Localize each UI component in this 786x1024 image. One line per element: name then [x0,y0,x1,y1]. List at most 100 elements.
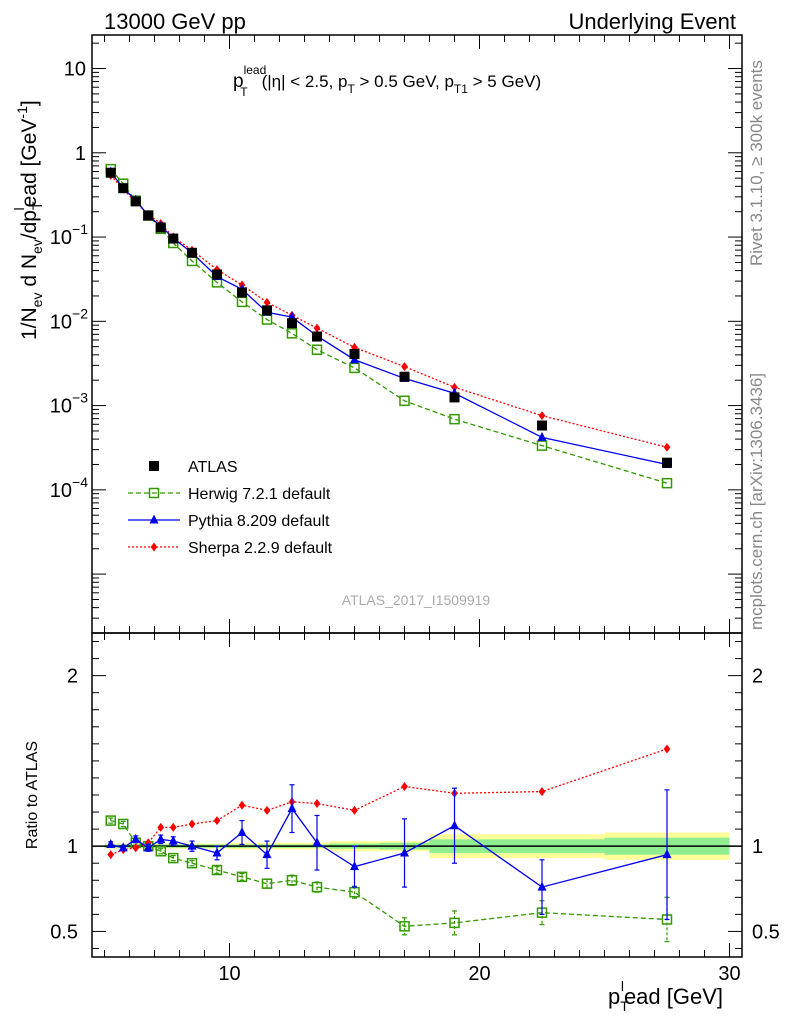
ratio-y-tick-label-right: 1 [752,836,763,858]
title-sub1: T [347,82,355,96]
marker-open-square [168,852,179,864]
main-series-atlas [105,167,672,468]
marker-square [262,305,272,316]
xlabel-a: p [608,984,620,1009]
ylabel-b: d N [18,254,41,293]
marker-open-square [661,477,673,489]
marker-open-square [349,362,360,374]
marker-open-square [211,864,223,876]
main-y-tick-label: 10−4 [50,474,88,502]
series-line [110,174,668,448]
tick-exponent: −4 [72,474,88,490]
marker-diamond [263,297,271,307]
x-tick-label: 10 [218,963,240,985]
series-line [110,171,668,466]
x-axis-label: pTlead [GeV] [608,978,723,1014]
analysis-watermark: ATLAS_2017_I1509919 [342,592,491,608]
legend: ATLAS Herwig 7.2.1 default Pythia 8.209 de… [128,459,333,557]
ylabel-a-sub: ev [29,293,45,308]
title-sup: lead [244,63,267,77]
x-tick-label: 30 [718,963,740,985]
title-sub2: T1 [454,82,468,96]
legend-item: ATLAS [149,459,238,476]
marker-open-square [105,815,116,826]
marker-square [212,269,222,280]
ylabel-c: /dp [18,210,41,239]
marker-open-square [286,328,298,339]
marker-open-square [311,881,323,893]
ylabel-d-sup: -1 [14,106,30,119]
marker-triangle [187,840,197,850]
legend-label: Pythia 8.209 default [188,513,330,530]
tick-base: 10 [50,396,72,418]
series-line [110,168,668,484]
x-tick-label: 20 [468,963,490,985]
ratio-frame [91,632,743,958]
marker-diamond [150,542,158,552]
marker-diamond [401,362,408,372]
ratio-axis-ticks: 0.5 0.5 1 1 2 2 10 20 30 [50,633,780,985]
marker-square [187,247,197,258]
main-y-tick-label: 10 [64,59,86,81]
header-left: 13000 GeV pp [104,9,246,34]
marker-square [662,457,672,468]
ratio-y-tick-label-right: 0.5 [752,921,780,943]
main-y-tick-label: 10−2 [50,305,88,333]
marker-square [287,318,297,329]
ylabel-d: ead [GeV [18,119,41,208]
tick-exponent: −2 [72,305,88,321]
marker-open-square [349,886,360,898]
marker-square [349,348,360,359]
marker-open-square [118,818,129,830]
main-ylabel: 1/Nev d Nev/dpTlead [GeV-1] [11,100,45,340]
ratio-ylabel: Ratio to ATLAS [24,741,41,849]
tick-base: 10 [50,311,72,333]
marker-diamond [313,323,321,333]
marker-diamond [157,822,165,832]
marker-diamond [107,850,115,860]
main-series-group [105,163,673,489]
legend-item: Herwig 7.2.1 default [128,486,331,503]
title-p: p [233,71,244,92]
marker-square [130,196,141,207]
marker-open-square [186,857,198,869]
marker-diamond [132,843,140,853]
marker-square [312,331,322,342]
marker-open-square [449,413,460,425]
tick-exponent: −3 [72,390,88,406]
marker-diamond [213,816,221,826]
legend-item: Pythia 8.209 default [128,513,330,530]
xlabel-a-sup: l [621,978,624,994]
marker-diamond [188,819,196,829]
marker-triangle [212,847,222,857]
marker-square [149,461,159,471]
marker-open-square [311,344,323,355]
ylabel-c-sub: T [29,201,45,210]
legend-label: Sherpa 2.2.9 default [188,540,333,557]
marker-triangle [106,838,116,848]
marker-open-square [155,846,166,857]
marker-diamond [263,805,271,815]
marker-triangle [312,837,322,847]
marker-triangle [400,847,409,857]
main-y-tick-label: 1 [75,143,86,165]
marker-diamond [538,787,546,797]
marker-triangle [350,861,359,871]
marker-triangle [537,881,547,891]
marker-triangle [662,849,672,859]
marker-open-square [236,871,248,883]
marker-square [143,210,154,221]
marker-open-square [148,487,160,499]
marker-square [168,233,179,244]
ylabel-c-sup: l [11,207,27,210]
ylabel-b-sub: ev [29,239,45,254]
marker-diamond [451,382,458,392]
marker-square [237,287,247,298]
marker-triangle [237,827,247,837]
legend-item: Sherpa 2.2.9 default [128,540,333,557]
marker-triangle [156,833,166,843]
marker-diamond [351,805,358,815]
ratio-y-tick-label-left: 1 [67,836,78,858]
tick-base: 10 [50,480,72,502]
marker-square [399,371,410,382]
